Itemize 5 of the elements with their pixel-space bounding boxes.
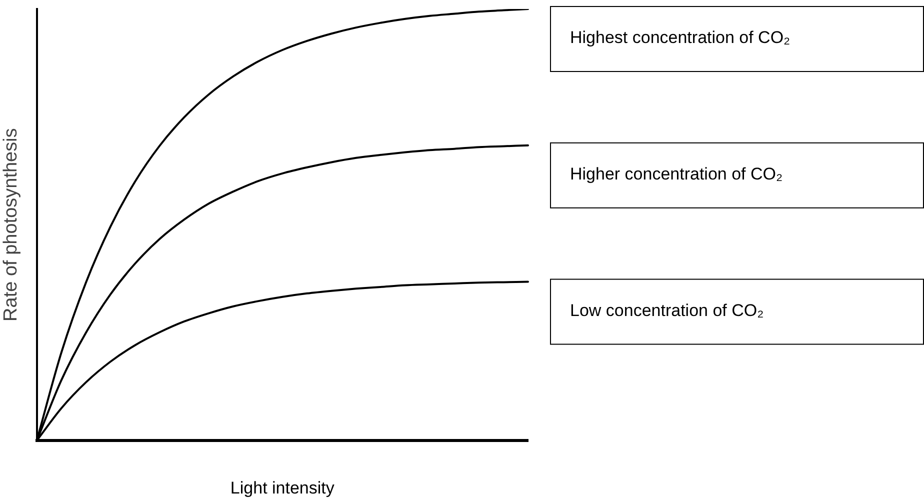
x-axis-title: Light intensity xyxy=(230,478,335,498)
text: Higher concentration of CO₂ xyxy=(570,164,783,184)
text: Highest concentration of CO₂ xyxy=(570,28,790,48)
y-axis-title: Rate of photosynthesis xyxy=(0,128,22,322)
text: Low concentration of CO₂ xyxy=(570,300,764,320)
